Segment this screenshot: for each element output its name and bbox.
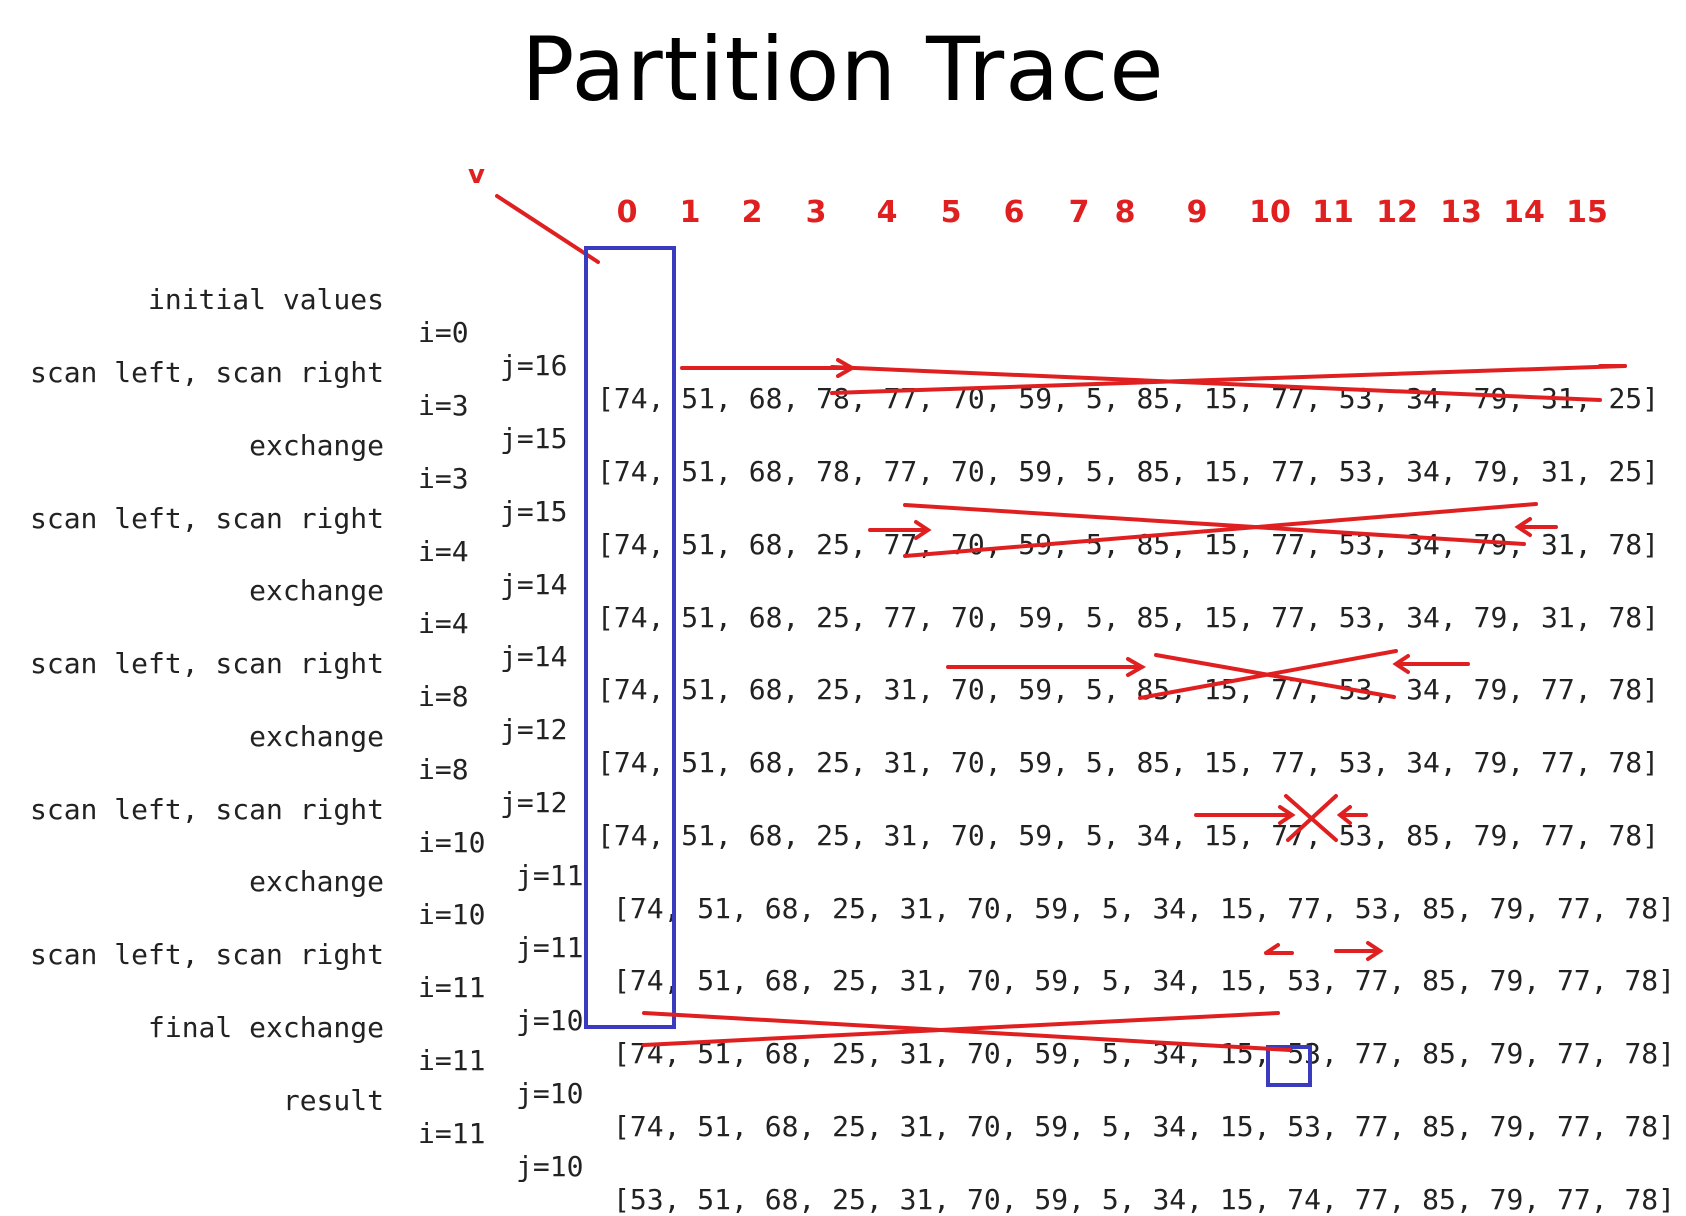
row-label: scan left, scan right [29, 356, 384, 389]
i-value: i=8 [418, 680, 469, 713]
index-label: 3 [805, 195, 827, 230]
j-value: j=14 [500, 568, 568, 601]
row-label: scan left, scan right [29, 793, 384, 826]
i-value: i=10 [418, 826, 486, 859]
index-label: 2 [741, 195, 763, 230]
trace-row: exchange i=8 j=12 [74, 51, 68, 25, 31, 7… [0, 687, 1686, 852]
trace-row: result i=11 j=10 [53, 51, 68, 25, 31, 70… [0, 1051, 1686, 1216]
array-values: [74, 51, 68, 25, 31, 70, 59, 5, 34, 15, … [597, 819, 1660, 852]
i-value: i=11 [418, 1117, 486, 1150]
row-label: final exchange [147, 1011, 384, 1044]
i-value: i=11 [418, 971, 486, 1004]
index-label: 9 [1186, 195, 1208, 230]
index-label: 0 [616, 195, 638, 230]
index-label: 14 [1503, 195, 1545, 230]
index-header: 0 1 2 3 4 5 6 7 8 9 10 11 12 13 14 15 [0, 195, 1686, 235]
j-value: j=16 [500, 349, 568, 382]
row-label: result [282, 1084, 384, 1117]
trace-row: scan left, scan right i=3 j=15 [74, 51, … [0, 323, 1686, 488]
row-label: scan left, scan right [29, 502, 384, 535]
i-value: i=11 [418, 1044, 486, 1077]
index-label: 10 [1249, 195, 1291, 230]
index-label: 7 [1068, 195, 1090, 230]
trace-row: scan left, scan right i=10 j=11 [74, 51,… [0, 760, 1686, 925]
index-label: 4 [876, 195, 898, 230]
scan-arrow [1334, 941, 1384, 961]
array-values: [74, 51, 68, 25, 31, 70, 59, 5, 34, 15, … [613, 964, 1676, 997]
index-label: 11 [1312, 195, 1354, 230]
index-label: 15 [1566, 195, 1608, 230]
j-value: j=15 [500, 495, 568, 528]
scan-arrow [1392, 654, 1470, 674]
index-label: 5 [940, 195, 962, 230]
trace-row: scan left, scan right i=8 j=12 [74, 51, … [0, 614, 1686, 779]
j-value: j=12 [500, 786, 568, 819]
i-value: i=8 [418, 753, 469, 786]
j-value: j=10 [516, 1150, 584, 1183]
array-values: [74, 51, 68, 78, 77, 70, 59, 5, 85, 15, … [597, 455, 1660, 488]
trace-row: scan left, scan right i=11 j=10 [74, 51,… [0, 905, 1686, 1070]
trace-row: exchange i=3 j=15 [74, 51, 68, 25, 77, 7… [0, 396, 1686, 561]
index-label: 13 [1440, 195, 1482, 230]
trace-row: scan left, scan right i=4 j=14 [74, 51, … [0, 469, 1686, 634]
array-values: [74, 51, 68, 25, 31, 70, 59, 5, 34, 15, … [613, 1110, 1676, 1143]
scan-arrow [1264, 943, 1294, 955]
j-value: j=11 [516, 931, 584, 964]
row-label: exchange [249, 720, 384, 753]
index-label: 1 [679, 195, 701, 230]
pivot-pointer-label: v [468, 160, 485, 190]
i-value: i=10 [418, 898, 486, 931]
trace-row: exchange i=10 j=11 [74, 51, 68, 25, 31, … [0, 832, 1686, 997]
row-label: exchange [249, 865, 384, 898]
page-title: Partition Trace [521, 18, 1165, 121]
row-label: exchange [249, 429, 384, 462]
i-value: i=4 [418, 535, 469, 568]
index-label: 6 [1003, 195, 1025, 230]
i-value: i=4 [418, 607, 469, 640]
j-value: j=10 [516, 1004, 584, 1037]
trace-row: exchange i=4 j=14 [74, 51, 68, 25, 31, 7… [0, 541, 1686, 706]
row-label: exchange [249, 574, 384, 607]
j-value: j=10 [516, 1077, 584, 1110]
i-value: i=0 [418, 316, 469, 349]
i-value: i=3 [418, 462, 469, 495]
row-label: scan left, scan right [29, 647, 384, 680]
index-label: 12 [1376, 195, 1418, 230]
index-label: 8 [1114, 195, 1136, 230]
row-label: initial values [147, 283, 384, 316]
array-values: [53, 51, 68, 25, 31, 70, 59, 5, 34, 15, … [613, 1183, 1676, 1216]
j-value: j=15 [500, 422, 568, 455]
trace-row: final exchange i=11 j=10 [74, 51, 68, 25… [0, 978, 1686, 1143]
j-value: j=12 [500, 713, 568, 746]
trace-row: initial values i=0 j=16 [74, 51, 68, 78,… [0, 250, 1686, 415]
row-label: scan left, scan right [29, 938, 384, 971]
i-value: i=3 [418, 389, 469, 422]
j-value: j=11 [516, 859, 584, 892]
j-value: j=14 [500, 640, 568, 673]
